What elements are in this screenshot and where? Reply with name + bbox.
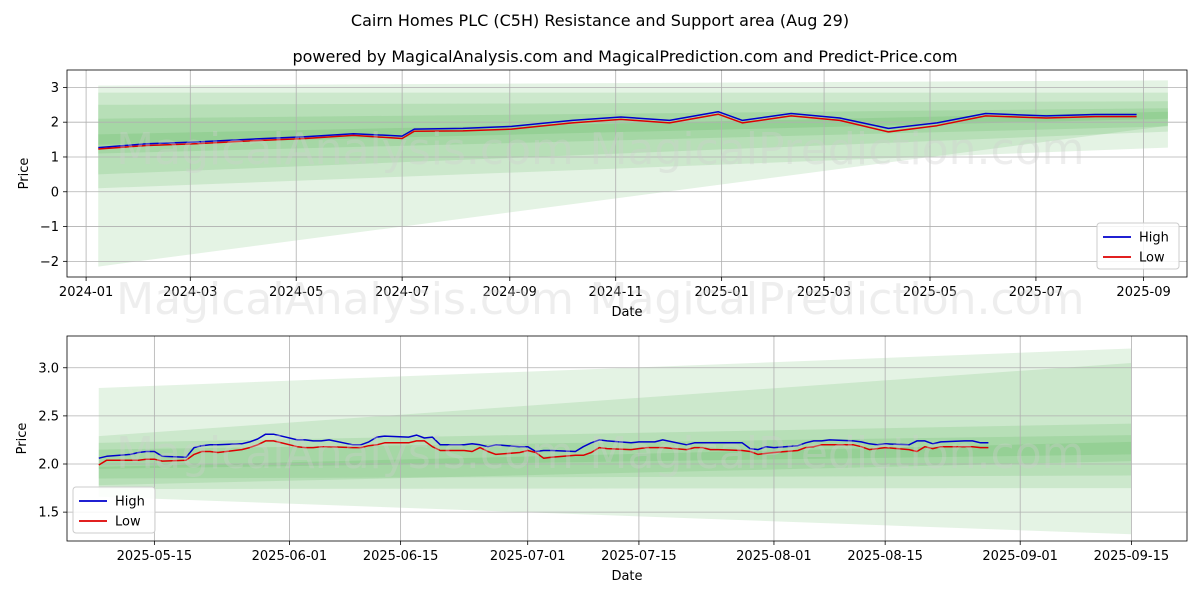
x-tick-label: 2024-01 — [59, 285, 113, 300]
x-tick-label: 2025-08-15 — [847, 549, 923, 564]
top-panel: 2024-01 2024-03 2024-05 2024-07 2024-09 2024-… — [17, 69, 1188, 325]
band-4 — [98, 441, 1132, 486]
x-tick-label: 2025-05-15 — [117, 549, 193, 564]
legend: High Low — [1096, 222, 1180, 270]
x-tick-label: 2024-11 — [589, 285, 643, 300]
watermark: MagicalPrediction.com — [590, 274, 1085, 325]
y-tick-label: 2.5 — [38, 409, 59, 424]
x-axis-label: Date — [611, 305, 642, 320]
watermark: MagicalAnalysis.com — [116, 428, 574, 479]
x-tick-label: 2025-07 — [1009, 285, 1063, 300]
band-2 — [98, 101, 1168, 175]
x-tick-label: 2025-07-01 — [490, 549, 566, 564]
legend-label-low: Low — [1139, 251, 1165, 266]
watermark: MagicalPrediction.com — [590, 428, 1085, 479]
chart-title: Cairn Homes PLC (C5H) Resistance and Sup… — [351, 11, 849, 30]
x-tick-label: 2025-09-01 — [982, 549, 1058, 564]
y-tick-label: 2 — [51, 116, 59, 131]
y-tick-label: −1 — [40, 220, 59, 235]
series-low-line — [98, 440, 989, 466]
y-tick-label: 2.0 — [38, 458, 59, 473]
grid — [67, 70, 1187, 277]
band-1 — [98, 362, 1132, 490]
x-axis-label: Date — [611, 569, 642, 584]
band-3 — [98, 108, 1168, 154]
x-tick-label: 2025-06-15 — [363, 549, 439, 564]
band-1 — [98, 92, 1168, 189]
y-tick-label: 0 — [51, 185, 59, 200]
legend-label-high: High — [1139, 231, 1169, 246]
legend-label-low: Low — [115, 515, 141, 530]
watermark: MagicalAnalysis.com — [116, 124, 574, 175]
x-tick-label: 2025-07-15 — [601, 549, 677, 564]
x-tick-label: 2025-08-01 — [736, 549, 812, 564]
x-tick-label: 2025-03 — [797, 285, 851, 300]
y-tick-label: 3 — [51, 81, 59, 96]
y-axis-label: Price — [17, 158, 32, 190]
x-tick-label: 2025-09-15 — [1094, 549, 1170, 564]
x-tick-label: 2024-03 — [163, 285, 217, 300]
series-high-line — [98, 433, 989, 459]
plot-frame — [66, 69, 1188, 278]
legend: High Low — [72, 486, 156, 534]
y-axis-label: Price — [15, 423, 30, 455]
series-high-line — [98, 110, 1137, 149]
x-tick-label: 2025-01 — [694, 285, 748, 300]
y-tick-label: 3.0 — [38, 361, 59, 376]
series-low-line — [98, 113, 1137, 150]
x-tick-label: 2024-07 — [375, 285, 429, 300]
watermark: MagicalPrediction.com — [590, 124, 1085, 175]
watermark: MagicalAnalysis.com — [116, 274, 574, 325]
band-2 — [98, 423, 1132, 479]
plot-frame — [66, 335, 1188, 542]
x-tick-label: 2025-09 — [1116, 285, 1170, 300]
y-tick-label: 1.5 — [38, 506, 59, 521]
legend-label-high: High — [115, 495, 145, 510]
chart-subtitle: powered by MagicalAnalysis.com and Magic… — [292, 47, 957, 66]
y-tick-label: −2 — [40, 255, 59, 270]
x-tick-label: 2025-06-01 — [252, 549, 328, 564]
y-tick-label: 1 — [51, 150, 59, 165]
grid — [67, 336, 1187, 541]
bottom-panel: 2025-05-15 2025-06-01 2025-06-15 2025-07-01… — [15, 335, 1188, 584]
x-tick-label: 2025-05 — [903, 285, 957, 300]
x-tick-label: 2024-09 — [483, 285, 537, 300]
x-tick-label: 2024-05 — [269, 285, 323, 300]
